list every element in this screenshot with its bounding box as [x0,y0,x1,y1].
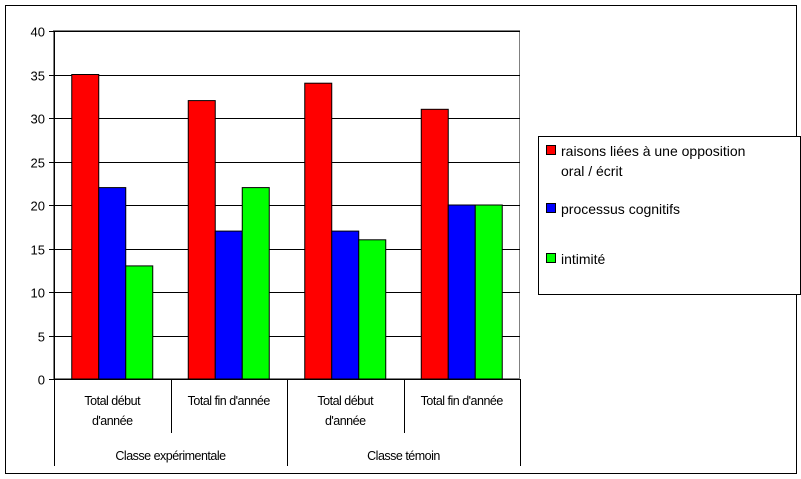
bar [447,204,476,380]
y-tick-label: 40 [31,25,45,40]
group-label: Classe témoin [367,449,440,463]
y-axis-ticks: 0 5 10 15 20 25 30 35 40 [31,25,54,388]
bars [71,74,503,380]
y-tick-label: 20 [31,199,45,214]
bar [187,100,216,380]
y-tick-label: 15 [31,243,45,258]
bar [304,82,333,380]
bar [71,74,100,380]
legend-swatch [546,145,556,155]
legend-label: intimité [561,251,606,267]
legend-label: raisons liées à une opposition oral / écr… [561,143,745,179]
category-label: Total début d'année [84,394,141,428]
legend-label: processus cognitifs [561,201,680,217]
bar [474,204,503,380]
bar [98,187,127,380]
y-tick-label: 25 [31,156,45,171]
category-label: Total fin d'année [188,394,271,408]
legend-box [538,136,801,295]
bar [358,239,387,380]
bar [331,230,360,380]
y-tick-label: 35 [31,69,45,84]
category-label: Total début d'année [317,394,374,428]
legend-swatch [546,203,556,213]
group-label: Classe expérimentale [115,449,226,463]
legend-swatch [546,253,556,263]
category-label: Total fin d'année [421,394,504,408]
bar [241,187,270,380]
y-tick-label: 30 [31,112,45,127]
y-tick-label: 5 [38,330,45,345]
x-axis-labels: Total début d'année Total fin d'année Total… [84,394,503,463]
y-tick-label: 10 [31,286,45,301]
y-tick-label: 0 [38,373,45,388]
axes [54,31,521,466]
bar [125,265,154,380]
bar [214,230,243,380]
bar [420,108,449,380]
legend: raisons liées à une opposition oral / écr… [538,136,801,295]
